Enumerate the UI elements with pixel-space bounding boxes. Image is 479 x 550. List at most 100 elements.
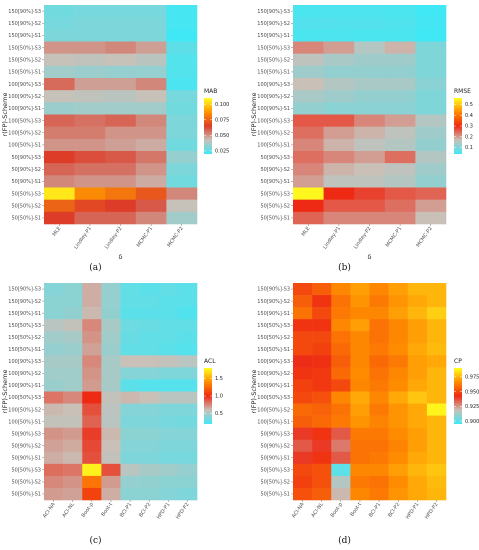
heatmap-cell bbox=[120, 283, 140, 296]
heatmap-cell bbox=[312, 403, 332, 416]
heatmap-cell bbox=[63, 439, 83, 453]
x-tick-label: BCI-P2 bbox=[387, 502, 401, 519]
heatmap-cell bbox=[293, 403, 313, 416]
y-tick-label: 100[50%]-S2 bbox=[8, 407, 41, 413]
heatmap-cell bbox=[44, 199, 75, 213]
heatmap-cell bbox=[135, 90, 167, 103]
heatmap-cell bbox=[101, 475, 121, 489]
y-tick-label: 150[50%]-S3 bbox=[257, 323, 290, 329]
heatmap-cell bbox=[44, 114, 75, 127]
heatmap-cell bbox=[426, 367, 447, 380]
y-tick-label: 50[50%]-S3 bbox=[260, 191, 290, 197]
heatmap-cell bbox=[105, 151, 137, 164]
heatmap-cell bbox=[312, 463, 332, 477]
heatmap-cell bbox=[101, 355, 121, 368]
heatmap-cell bbox=[101, 319, 121, 332]
heatmap-cell bbox=[293, 102, 324, 115]
heatmap-cell bbox=[323, 78, 355, 91]
heatmap-cell bbox=[354, 78, 386, 91]
heatmap-cell bbox=[177, 319, 198, 332]
heatmap-cell bbox=[354, 17, 386, 30]
y-tick-label: 100[50%]-S2 bbox=[257, 407, 290, 413]
heatmap-cell bbox=[350, 415, 370, 428]
y-tick-label: 100[90%]-S1 bbox=[8, 106, 41, 112]
heatmap-cell bbox=[177, 379, 198, 392]
x-tick-label: ACI-NL bbox=[310, 502, 325, 519]
heatmap-cell bbox=[350, 367, 370, 380]
x-tick-label: MCMC-P2 bbox=[166, 226, 184, 249]
heatmap-cell bbox=[63, 367, 83, 380]
heatmap-cell bbox=[407, 355, 428, 368]
heatmap-cell bbox=[350, 331, 370, 344]
heatmap-cell bbox=[120, 415, 140, 428]
heatmap-cell bbox=[139, 475, 160, 489]
heatmap-cell bbox=[388, 415, 409, 428]
heatmap-cell bbox=[323, 126, 355, 140]
heatmap-cell bbox=[44, 343, 64, 356]
heatmap-cell bbox=[293, 29, 324, 42]
heatmap-cell bbox=[426, 319, 447, 332]
heatmap-cell bbox=[82, 403, 102, 416]
heatmap-cell bbox=[166, 126, 198, 140]
heatmap-cell bbox=[44, 307, 64, 320]
heatmap-cell bbox=[293, 17, 324, 30]
heatmap-cell bbox=[101, 379, 121, 392]
legend-tick-label: 1.5 bbox=[215, 376, 223, 382]
heatmap-cell bbox=[82, 463, 102, 477]
heatmap-cell bbox=[135, 199, 167, 213]
heatmap-cell bbox=[120, 295, 140, 308]
heatmap-cell bbox=[105, 114, 137, 127]
heatmap-cell bbox=[354, 65, 386, 79]
heatmap-cell bbox=[120, 331, 140, 344]
heatmap-cell bbox=[369, 439, 389, 453]
heatmap-cell bbox=[323, 5, 355, 18]
panel-label: (d) bbox=[338, 535, 351, 546]
y-tick-label: 100[50%]-S1 bbox=[257, 143, 290, 149]
y-tick-label: 150[90%]-S3 bbox=[257, 287, 290, 293]
heatmap-cell bbox=[415, 65, 447, 79]
heatmap-cell bbox=[293, 187, 324, 200]
heatmap-cell bbox=[158, 475, 179, 489]
heatmap-cell bbox=[312, 343, 332, 356]
heatmap-cell bbox=[177, 367, 198, 380]
heatmap-cell bbox=[293, 367, 313, 380]
heatmap-cell bbox=[426, 475, 447, 489]
heatmap-cell bbox=[354, 102, 386, 115]
heatmap-cell bbox=[323, 163, 355, 176]
heatmap-cell bbox=[158, 439, 179, 453]
heatmap-cell bbox=[105, 199, 137, 213]
y-tick-label: 150[50%]-S1 bbox=[257, 70, 290, 76]
legend-colorbar bbox=[204, 98, 212, 154]
heatmap-cell bbox=[44, 475, 64, 489]
heatmap-cell bbox=[415, 151, 447, 164]
heatmap-cell bbox=[101, 427, 121, 441]
y-tick-label: 50[50%]-S1 bbox=[11, 216, 41, 222]
y-tick-label: 100[90%]-S3 bbox=[8, 82, 41, 88]
heatmap-cell bbox=[82, 475, 102, 489]
heatmap-cell bbox=[293, 41, 324, 54]
heatmap-cell bbox=[312, 307, 332, 320]
y-tick-label: 150[50%]-S3 bbox=[8, 45, 41, 51]
heatmap-cell bbox=[312, 391, 332, 404]
x-tick-label: BCI-P1 bbox=[119, 502, 133, 519]
heatmap-cell bbox=[384, 17, 416, 30]
heatmap-cell bbox=[407, 295, 428, 308]
heatmap-cell bbox=[384, 5, 416, 18]
y-tick-label: 50[90%]-S3 bbox=[11, 155, 41, 161]
heatmap-cell bbox=[293, 283, 313, 296]
y-tick-label: 50[50%]-S1 bbox=[11, 492, 41, 498]
heatmap-cell bbox=[44, 391, 64, 404]
heatmap-cell bbox=[44, 331, 64, 344]
x-tick-label: MCMC-P2 bbox=[415, 226, 433, 249]
heatmap-cell bbox=[293, 175, 324, 188]
heatmap-cell bbox=[82, 355, 102, 368]
y-tick-label: 150[90%]-S1 bbox=[8, 311, 41, 317]
heatmap-cell bbox=[384, 102, 416, 115]
heatmap-cell bbox=[369, 451, 389, 465]
heatmap-cell bbox=[44, 102, 75, 115]
heatmap-cell bbox=[331, 283, 351, 296]
heatmap-cell bbox=[323, 199, 355, 213]
heatmap-cell bbox=[293, 199, 324, 213]
heatmap-cell bbox=[388, 439, 409, 453]
heatmap-cell bbox=[158, 463, 179, 477]
